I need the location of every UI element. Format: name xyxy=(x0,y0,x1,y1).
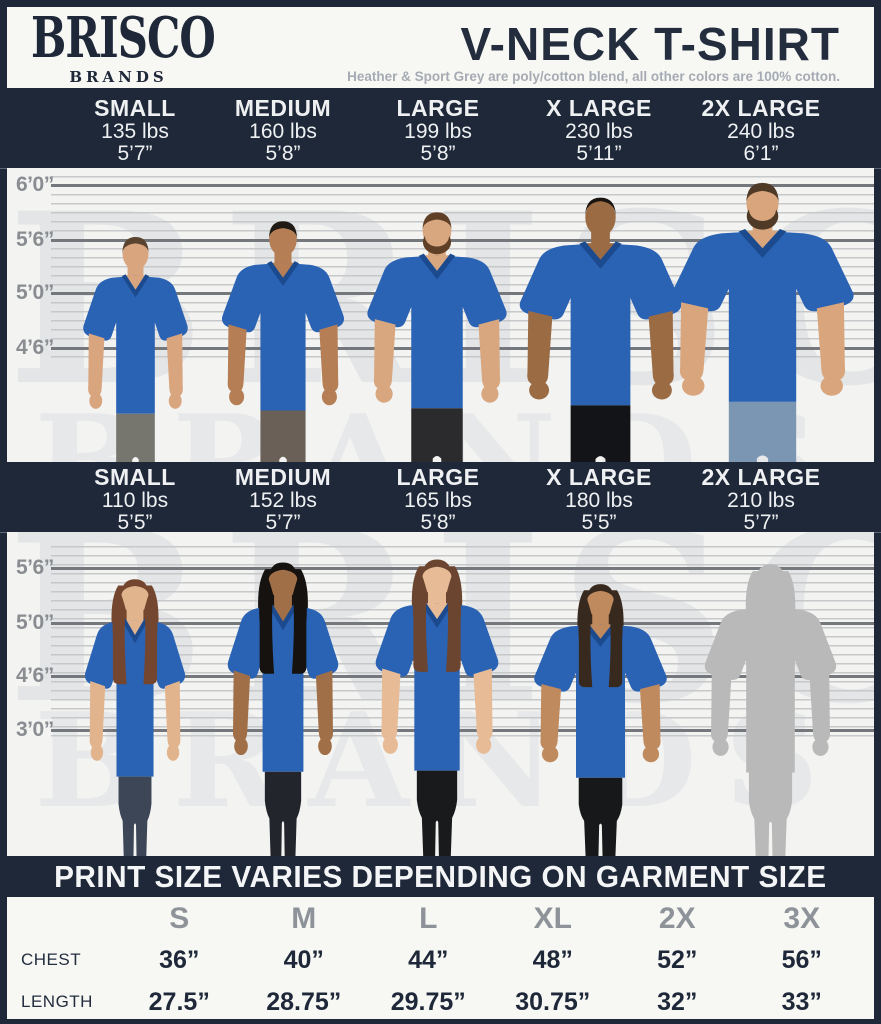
chest-value: 56” xyxy=(781,945,822,974)
mens-size-small: SMALL 135 lbs 5’7” xyxy=(94,95,176,165)
row-label-length: LENGTH xyxy=(21,992,93,1011)
chest-value: 52” xyxy=(657,945,698,974)
length-value: 28.75” xyxy=(266,987,342,1016)
height-marker-label: 5’0” xyxy=(16,611,54,634)
row-label-chest: CHEST xyxy=(21,950,82,969)
page-title: V-NECK T-SHIRT xyxy=(460,18,840,70)
col-header-2x: 2X xyxy=(658,902,696,935)
col-header-m: M xyxy=(291,902,317,935)
height-marker-label: 5’6” xyxy=(16,228,54,251)
brand-name: BRISCO xyxy=(31,5,216,72)
womens-size-large: LARGE 165 lbs 5’8” xyxy=(396,464,480,534)
height-marker-label: 6’0” xyxy=(16,173,54,196)
mens-size-large: LARGE 199 lbs 5’8” xyxy=(396,95,480,165)
womens-size-medium: MEDIUM 152 lbs 5’7” xyxy=(234,464,332,534)
model-figure xyxy=(221,221,345,462)
size-silhouette-figure xyxy=(704,564,837,856)
height-marker-label: 3’0” xyxy=(16,718,54,741)
measurement-table: S M L XL 2X 3X CHEST 36” 40” 44” 48” 52”… xyxy=(7,897,874,1019)
height-marker-label: 4’6” xyxy=(16,336,54,359)
col-header-3x: 3X xyxy=(783,902,821,935)
fabric-note: Heather & Sport Grey are poly/cotton ble… xyxy=(347,69,840,84)
length-value: 30.75” xyxy=(515,987,591,1016)
brand-logo: BRISCO BRANDS xyxy=(31,5,216,86)
model-figure xyxy=(84,579,186,856)
womens-size-band: SMALL 110 lbs 5’5” MEDIUM 152 lbs 5’7” L… xyxy=(0,462,881,534)
height-marker-label: 5’6” xyxy=(16,556,54,579)
model-figure xyxy=(519,197,682,462)
length-value: 29.75” xyxy=(390,987,466,1016)
height-marker-label: 4’6” xyxy=(16,664,54,687)
col-header-s: S xyxy=(169,902,190,935)
header: BRISCO BRANDS V-NECK T-SHIRT Heather & S… xyxy=(7,7,874,88)
chest-value: 40” xyxy=(283,945,324,974)
mens-models-photo: BRISCOBRANDS6’0”5’6”5’0”4’6” xyxy=(7,168,874,462)
mens-size-medium: MEDIUM 160 lbs 5’8” xyxy=(234,95,332,165)
mens-size-band: SMALL 135 lbs 5’7” MEDIUM 160 lbs 5’8” L… xyxy=(0,88,881,169)
height-marker-line xyxy=(51,567,874,570)
chest-value: 36” xyxy=(159,945,200,974)
length-value: 33” xyxy=(781,987,822,1016)
height-marker-line xyxy=(51,729,874,732)
height-marker-label: 5’0” xyxy=(16,281,54,304)
length-value: 27.5” xyxy=(148,987,210,1016)
model-figure xyxy=(367,212,507,462)
womens-size-2xlarge: 2X LARGE 210 lbs 5’7” xyxy=(701,464,821,534)
mens-size-2xlarge: 2X LARGE 240 lbs 6’1” xyxy=(701,95,821,165)
womens-size-small: SMALL 110 lbs 5’5” xyxy=(94,464,176,534)
mens-size-xlarge: X LARGE 230 lbs 5’11” xyxy=(546,95,652,165)
brand-subname: BRANDS xyxy=(69,68,168,86)
model-figure xyxy=(227,562,339,856)
print-size-banner: PRINT SIZE VARIES DEPENDING ON GARMENT S… xyxy=(0,856,881,897)
model-figure xyxy=(83,236,188,462)
col-header-l: L xyxy=(419,902,438,935)
length-value: 32” xyxy=(657,987,698,1016)
model-figure xyxy=(534,584,667,856)
col-header-xl: XL xyxy=(533,902,572,935)
height-marker-line xyxy=(51,675,874,678)
womens-models-photo: BRISCOBRANDS5’6”5’0”4’6”3’0” xyxy=(7,532,874,856)
model-figure xyxy=(375,559,499,856)
height-marker-line xyxy=(51,184,874,187)
print-size-banner-text: PRINT SIZE VARIES DEPENDING ON GARMENT S… xyxy=(54,858,827,894)
height-marker-line xyxy=(51,239,874,242)
womens-size-xlarge: X LARGE 180 lbs 5’5” xyxy=(546,464,652,534)
chest-value: 44” xyxy=(408,945,449,974)
chest-value: 48” xyxy=(532,945,573,974)
model-figure xyxy=(671,182,854,462)
